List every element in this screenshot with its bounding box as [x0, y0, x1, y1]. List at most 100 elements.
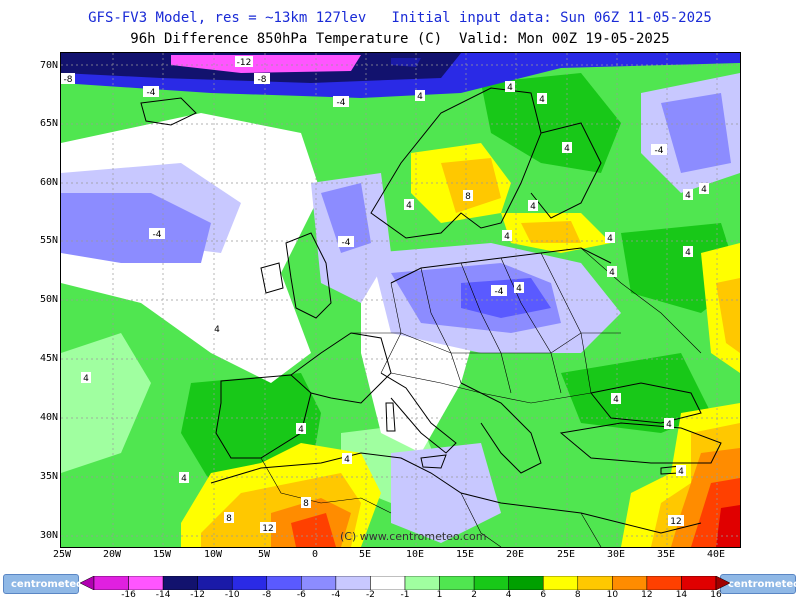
centrometeo-logo-left[interactable]: centrometeo [3, 574, 83, 594]
contour-label-minus4-2: -4 [337, 98, 346, 108]
colorbar-swatch [370, 576, 406, 590]
colorbar-swatch [508, 576, 544, 590]
contour-label-4-8: 4 [701, 185, 707, 195]
contour-label-bg [699, 183, 709, 194]
lon-label-0: 0 [311, 549, 319, 560]
centrometeo-logo-right[interactable]: centrometeo [720, 574, 800, 594]
lon-label-10e: 10E [405, 549, 425, 560]
graticule [61, 53, 740, 547]
contour-label-minus4-1: -4 [147, 88, 156, 98]
colorbar-tick-label: 16 [710, 590, 722, 600]
field-patch-atlantic-blue [61, 193, 211, 263]
contour-label-bg [254, 73, 270, 84]
contour-label-bg [676, 465, 686, 476]
logo-text-left: centrometeo [11, 578, 84, 590]
contour-label-4-7: 4 [607, 234, 613, 244]
lon-label-25w: 25W [52, 549, 72, 560]
contour-label-bg [342, 453, 352, 464]
contour-label-bg [562, 142, 572, 153]
map-panel: -12 -8 -8 -4 -4 -4 -4 -4 -4 4 4 4 4 [60, 52, 741, 548]
colorbar-swatch [335, 576, 371, 590]
lon-label-10w: 10W [203, 549, 223, 560]
colorbar-tick-label: 10 [606, 590, 619, 600]
colorbar-swatch [404, 576, 440, 590]
contour-label-bg [415, 90, 425, 101]
colorbar [80, 576, 730, 590]
contour-label-bg [301, 497, 311, 508]
contour-label-4-13: 4 [344, 455, 350, 465]
colorbar-swatch [681, 576, 717, 590]
contour-label-bg [607, 266, 617, 277]
contour-label-minus8-north: -8 [258, 75, 267, 85]
contour-label-bg [537, 93, 547, 104]
contour-label-4-3: 4 [507, 83, 513, 93]
contour-label-bg [528, 200, 538, 211]
contour-label-4-10: 4 [214, 325, 220, 335]
contour-label-bg [224, 512, 234, 523]
temperature-difference-map: -12 -8 -8 -4 -4 -4 -4 -4 -4 4 4 4 4 [61, 53, 740, 547]
borders [260, 247, 702, 547]
field-patch-atlantic-lightgreen [61, 333, 151, 473]
colorbar-swatch [473, 576, 509, 590]
colorbar-tick-label: 2 [471, 590, 477, 600]
field-patch-poland-strongblue [461, 278, 551, 318]
colorbar-swatch [301, 576, 337, 590]
contour-label-bg [212, 323, 222, 334]
contour-label-4-20: 4 [685, 191, 691, 201]
contour-label-4-15: 4 [613, 395, 619, 405]
colorbar-swatch [80, 576, 95, 590]
contour-label-minus8-west: -8 [64, 75, 73, 85]
contour-label-4-14: 4 [181, 474, 187, 484]
colorbar-tick-label: 4 [505, 590, 512, 600]
lat-label-50n: 50N [39, 294, 58, 305]
colorbar-tick-label: -16 [121, 590, 136, 600]
colorbar-swatch [715, 576, 730, 590]
contour-label-8-3: 8 [226, 514, 232, 524]
lat-label-35n: 35N [39, 471, 58, 482]
contour-label-4-18: 4 [666, 420, 672, 430]
colorbar-tick-label: -2 [365, 590, 375, 600]
contour-label-12-1: 12 [262, 524, 273, 534]
colorbar-tick-label: 14 [675, 590, 688, 600]
contour-label-bg [333, 96, 349, 107]
lon-label-20e: 20E [505, 549, 525, 560]
contour-label-12-2: 12 [670, 517, 681, 527]
contour-label-minus4-5: -4 [342, 238, 351, 248]
field-patch-arctic-magenta [171, 55, 361, 73]
colorbar-tick-label: -14 [155, 590, 171, 600]
colorbar-swatch [439, 576, 475, 590]
lon-label-30e: 30E [606, 549, 626, 560]
lat-label-65n: 65N [39, 118, 58, 129]
lat-label-60n: 60N [39, 177, 58, 188]
contour-labels: -12 -8 -8 -4 -4 -4 -4 -4 -4 4 4 4 4 [61, 56, 709, 534]
colorbar-swatch [128, 576, 164, 590]
contour-label-bg [81, 372, 91, 383]
contour-label-4-5: 4 [530, 202, 536, 212]
colorbar-tick-label: -1 [400, 590, 410, 600]
lat-label-70n: 70N [39, 60, 58, 71]
contour-label-bg [683, 189, 693, 200]
contour-label-bg [260, 522, 276, 533]
colorbar-swatch [646, 576, 682, 590]
lat-label-55n: 55N [39, 235, 58, 246]
lon-label-5e: 5E [358, 549, 372, 560]
contour-label-bg [651, 144, 667, 155]
field-patch-arctic-navy [391, 58, 421, 67]
colorbar-tick-label: -12 [190, 590, 205, 600]
field-patch-baltic-orange [521, 221, 581, 243]
title-model-info: GFS-FV3 Model, res = ~13km 127lev Initia… [88, 10, 712, 26]
contour-label-bg [514, 282, 524, 293]
field-patch-neareast-darkred [716, 505, 740, 547]
colorbar-swatch [93, 576, 129, 590]
contour-label-bg [611, 393, 621, 404]
contour-label-bg [61, 73, 75, 84]
colorbar-swatch [542, 576, 579, 590]
contour-label-8-1: 8 [465, 192, 471, 202]
contour-label-bg [502, 230, 512, 241]
watermark: (C) www.centrometeo.com [340, 530, 487, 543]
colorbar-tick-label: -10 [224, 590, 240, 600]
contour-label-bg [179, 472, 189, 483]
lat-label-45n: 45N [39, 353, 58, 364]
contour-label-4-17: 4 [564, 144, 570, 154]
contour-label-4-19: 4 [609, 268, 615, 278]
